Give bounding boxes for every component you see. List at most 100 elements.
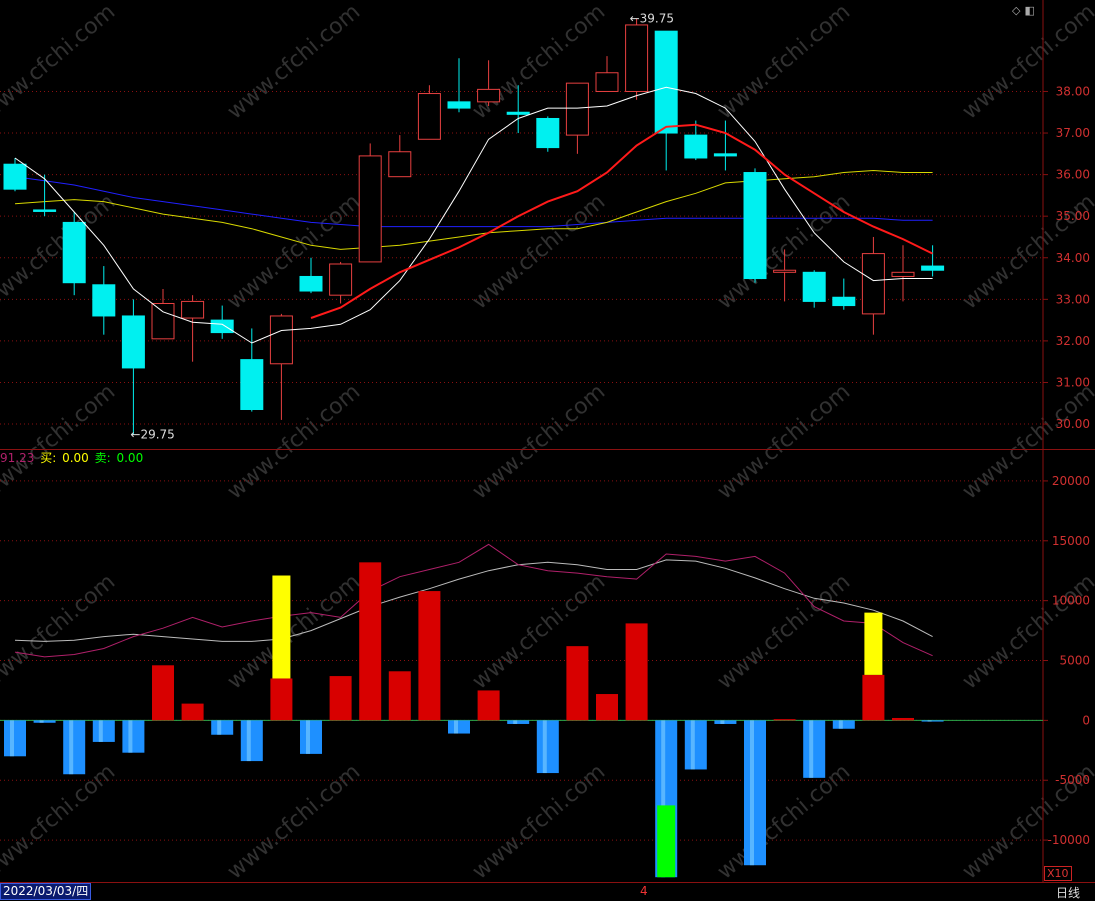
indicator-bar — [566, 646, 589, 721]
price-tick-label: 37.00 — [1056, 126, 1090, 140]
indicator-bar — [448, 720, 470, 734]
watermark-text: www.cfchi.com — [468, 569, 610, 694]
watermark-text: www.cfchi.com — [713, 379, 855, 504]
price-tick-label: 38.00 — [1056, 84, 1090, 98]
candle-body — [33, 209, 57, 212]
indicator-bar — [300, 720, 322, 754]
candle-body — [181, 300, 205, 319]
sell-label: 卖: — [94, 451, 111, 465]
indicator-bar-highlight — [306, 720, 310, 754]
indicator-bar-highlight — [690, 720, 695, 770]
price-panel[interactable]: ←39.75 ←29.75 — [3, 12, 945, 442]
scale-indicator[interactable]: X10 — [1044, 866, 1072, 881]
indicator-bar-highlight — [128, 720, 133, 753]
candle-body — [773, 269, 797, 273]
indicator-tick-label: 5000 — [1059, 654, 1090, 668]
watermark-text: www.cfchi.com — [958, 569, 1095, 694]
indicator-bar-highlight — [246, 720, 251, 762]
indicator-bar — [240, 720, 263, 762]
candle-body — [802, 271, 826, 302]
watermark-text: www.cfchi.com — [223, 759, 365, 884]
candle-body — [269, 315, 293, 365]
indicator-bar — [33, 720, 56, 723]
watermark-text: www.cfchi.com — [468, 379, 610, 504]
indicator-panel[interactable] — [0, 543, 1043, 878]
ma60-line — [14, 176, 933, 228]
window-icons[interactable]: ◇ ◧ — [1008, 4, 1035, 17]
ma5-line — [14, 86, 933, 344]
candle-body — [565, 82, 589, 136]
indicator-bar — [803, 720, 826, 778]
indicator-bar — [744, 720, 766, 866]
high-price-label: ←39.75 — [630, 12, 674, 26]
indicator-bar-highlight — [542, 720, 547, 774]
price-tick-label: 35.00 — [1056, 209, 1090, 223]
indicator-line-white — [14, 559, 933, 642]
candle-body — [388, 151, 412, 178]
indicator-bar-highlight — [750, 720, 754, 866]
indicator-bar — [152, 665, 174, 721]
diamond-icon[interactable]: ◇ — [1012, 4, 1021, 17]
indicator-bar-highlight — [838, 720, 843, 729]
indicator-tick-label: 10000 — [1052, 594, 1090, 608]
indicator-bar — [832, 720, 855, 729]
price-tick-label: 31.00 — [1056, 375, 1090, 389]
watermark-text: www.cfchi.com — [0, 759, 120, 884]
buy-value: 0.00 — [62, 451, 89, 465]
indicator-bar — [892, 717, 914, 721]
low-price-label: ←29.75 — [130, 427, 174, 441]
indicator-bar — [773, 719, 796, 721]
indicator-bar — [92, 720, 115, 742]
watermark-text: www.cfchi.com — [468, 759, 610, 884]
candle-body — [151, 302, 175, 340]
period-label[interactable]: 日线 — [1056, 886, 1081, 900]
indicator-bar — [714, 720, 737, 724]
ma10-line — [310, 123, 934, 319]
indicator-bar — [122, 720, 145, 753]
indicator-bar — [596, 694, 618, 721]
candle-body — [536, 117, 560, 149]
indicator-tick-label: -5000 — [1055, 773, 1090, 787]
indicator-bar-highlight — [661, 720, 666, 878]
candle-body — [358, 155, 382, 263]
watermark-text: www.cfchi.com — [713, 759, 855, 884]
cursor-date: 2022/03/03/四 — [0, 883, 92, 900]
indicator-bar-highlight — [217, 720, 222, 735]
indicator-bar-highlight — [10, 720, 14, 757]
indicator-bar — [63, 720, 86, 775]
candle-body — [506, 111, 530, 115]
restore-icon[interactable]: ◧ — [1024, 4, 1035, 17]
watermark-text: www.cfchi.com — [713, 0, 855, 125]
candle-body — [743, 172, 767, 280]
indicator-bar-highlight — [927, 720, 932, 722]
indicator-bar — [862, 674, 885, 721]
watermark-text: www.cfchi.com — [223, 569, 365, 694]
candle-body — [654, 30, 678, 134]
indicator-tick-label: 20000 — [1052, 474, 1090, 488]
watermark-text: www.cfchi.com — [0, 569, 120, 694]
candle-body — [240, 359, 264, 411]
indicator-bar — [625, 623, 648, 721]
indicator-bar — [4, 720, 26, 757]
indicator-bar-highlight — [98, 720, 103, 742]
price-tick-label: 34.00 — [1056, 251, 1090, 265]
candle-body — [891, 271, 915, 277]
indicator-bar-highlight — [513, 720, 518, 724]
indicator-bar-yellow — [272, 575, 291, 679]
indicator-bar — [359, 562, 382, 721]
price-tick-label: 32.00 — [1056, 334, 1090, 348]
candle-body — [713, 153, 737, 157]
indicator-bar — [684, 720, 707, 770]
buy-label: 买: — [40, 451, 57, 465]
candle-body — [121, 315, 145, 369]
watermark-text: www.cfchi.com — [468, 189, 610, 314]
indicator-bar — [270, 678, 293, 721]
indicator-bar — [388, 671, 411, 721]
indicator-tick-label: 15000 — [1052, 534, 1090, 548]
indicator-bar — [181, 703, 204, 721]
indicator-bar — [507, 720, 530, 724]
indicator-bar-highlight — [454, 720, 458, 734]
indicator-tick-label: -10000 — [1047, 833, 1090, 847]
